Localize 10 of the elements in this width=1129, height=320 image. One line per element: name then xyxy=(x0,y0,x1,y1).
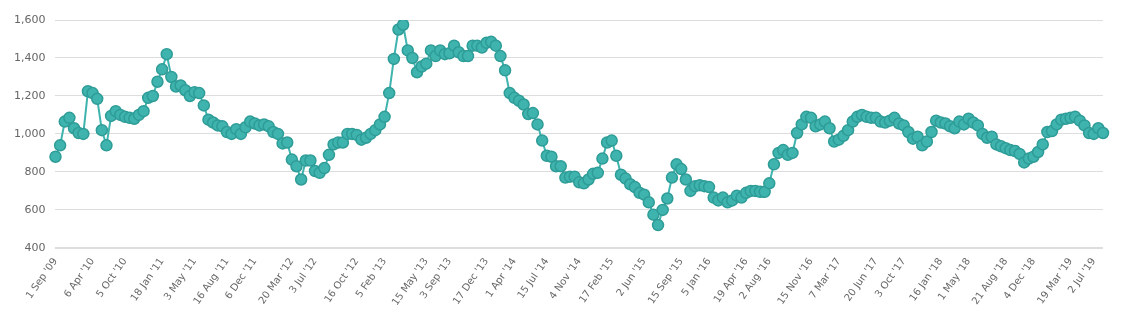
y-tick-label: 1,400 xyxy=(13,50,46,64)
y-tick-label: 1,200 xyxy=(13,88,46,102)
x-tick-label: 2 Jun '15 xyxy=(613,255,648,298)
y-tick-label: 400 xyxy=(24,240,46,254)
y-tick-label: 1,000 xyxy=(13,126,46,140)
y-tick-label: 600 xyxy=(24,202,46,216)
x-tick-label: 1 Sep '09 xyxy=(23,255,60,301)
y-tick-label: 800 xyxy=(24,164,46,178)
x-tick-label: 15 Jul '14 xyxy=(514,255,551,301)
y-tick-label: 1,600 xyxy=(13,12,46,26)
